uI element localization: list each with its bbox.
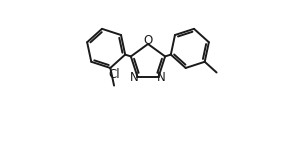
Text: O: O — [144, 33, 152, 47]
Text: N: N — [157, 71, 166, 84]
Text: Cl: Cl — [108, 68, 120, 81]
Text: N: N — [130, 71, 139, 84]
